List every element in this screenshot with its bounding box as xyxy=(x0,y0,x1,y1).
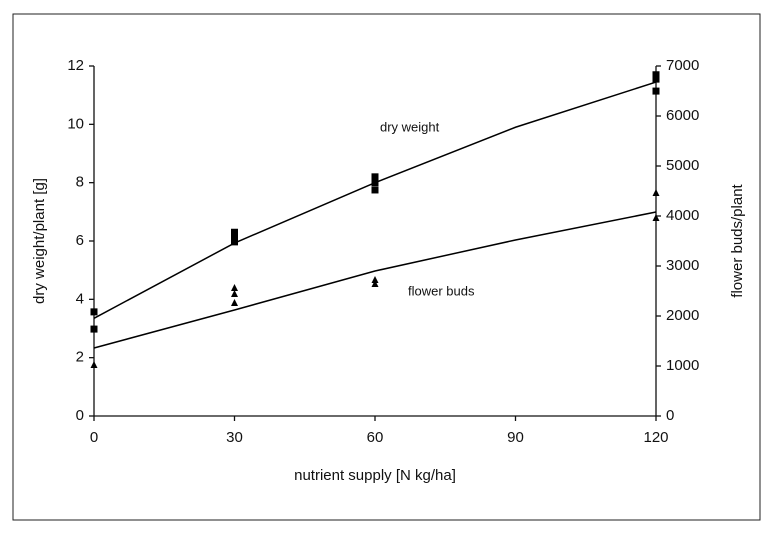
y-tick-label: 6 xyxy=(76,232,84,249)
point xyxy=(371,173,379,181)
x-tick-label: 120 xyxy=(643,429,668,446)
y2-tick-label: 5000 xyxy=(666,157,699,174)
y2-tick-label: 6000 xyxy=(666,107,699,124)
point xyxy=(652,189,660,196)
point xyxy=(652,75,660,83)
point xyxy=(371,186,379,194)
point xyxy=(652,87,660,95)
y2-tick-label: 7000 xyxy=(666,57,699,74)
x-tick-label: 60 xyxy=(367,429,384,446)
point xyxy=(652,214,660,221)
annotation: dry weight xyxy=(380,119,440,134)
y-tick-label: 2 xyxy=(76,349,84,366)
frame xyxy=(12,13,761,521)
point xyxy=(231,290,238,297)
point xyxy=(231,238,238,246)
point xyxy=(231,284,238,291)
point xyxy=(652,71,660,79)
y2-tick-label: 0 xyxy=(666,407,674,424)
x-tick-label: 0 xyxy=(90,429,98,446)
y-tick-label: 8 xyxy=(76,174,84,191)
y2-tick-label: 3000 xyxy=(666,257,699,274)
point xyxy=(90,325,98,333)
point xyxy=(231,299,238,306)
point xyxy=(371,276,379,283)
fit-line xyxy=(93,211,657,349)
point xyxy=(371,179,379,187)
point xyxy=(90,308,98,316)
x-tick-label: 90 xyxy=(507,429,524,446)
y-axis-label: dry weight/plant [g] xyxy=(31,178,48,304)
annotation: flower buds xyxy=(408,283,475,298)
y2-tick-label: 4000 xyxy=(666,207,699,224)
point xyxy=(231,234,238,242)
y-tick-label: 10 xyxy=(67,115,84,132)
y-tick-label: 4 xyxy=(76,290,84,307)
x-tick-label: 30 xyxy=(226,429,243,446)
y-tick-label: 12 xyxy=(67,57,84,74)
y2-axis-label: flower buds/plant xyxy=(729,183,746,297)
point xyxy=(90,361,98,368)
y2-tick-label: 1000 xyxy=(666,357,699,374)
x-axis-label: nutrient supply [N kg/ha] xyxy=(294,467,456,484)
point xyxy=(231,228,238,236)
y-tick-label: 0 xyxy=(76,407,84,424)
y2-tick-label: 2000 xyxy=(666,307,699,324)
point xyxy=(371,280,379,287)
